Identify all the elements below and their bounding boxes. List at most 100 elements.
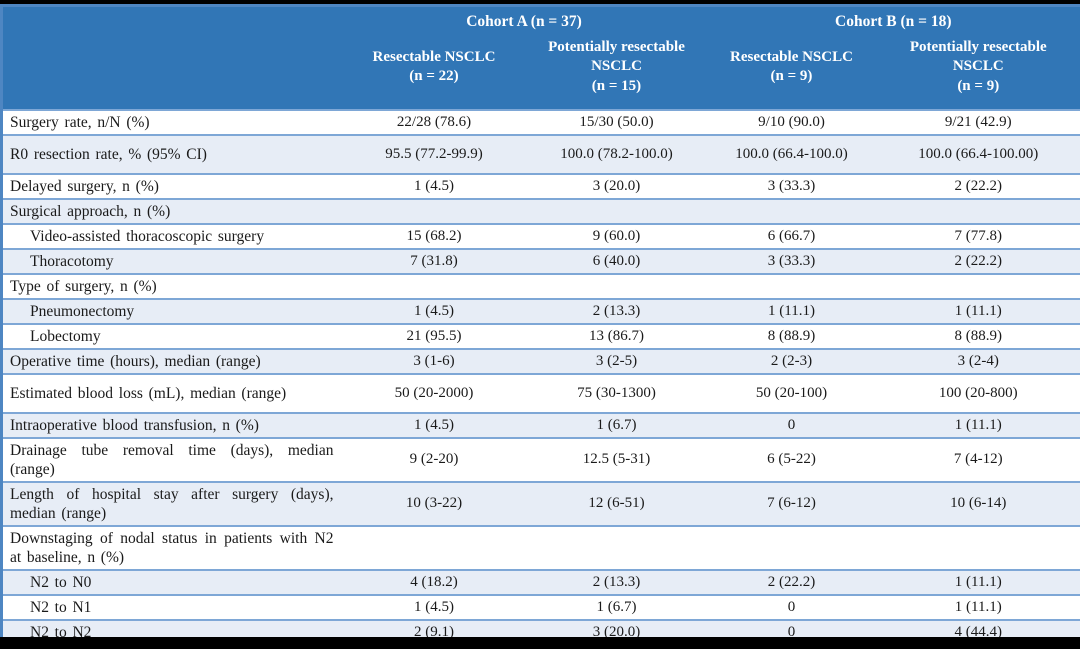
cell-value: 10 (3-22) — [405, 495, 463, 511]
top-border-bar — [0, 0, 1080, 4]
column-title: Resectable NSCLC — [730, 48, 853, 65]
cell-value: 0 — [787, 416, 796, 433]
cell-value — [877, 274, 1080, 299]
row-label: Type of surgery, n (%) — [10, 277, 157, 295]
table-row: N2 to N2 2 (9.1) 3 (20.0) 0 4 (44.4) — [1, 619, 1080, 638]
cell-value: 12 (6-51) — [588, 495, 645, 511]
cell-value — [527, 526, 707, 570]
cell-value: 50 (20-2000) — [394, 384, 474, 401]
cell-value: 7 (4-12) — [953, 451, 1003, 467]
cell-value: 95.5 (77.2-99.9) — [385, 145, 483, 162]
table-row: Lobectomy 21 (95.5) 13 (86.7) 8 (88.9) 8 (88… — [1, 323, 1080, 349]
cell-value: 0 — [787, 598, 796, 615]
cell-value: 2 (22.2) — [954, 177, 1003, 194]
cell-value: 50 (20-100) — [755, 384, 828, 401]
row-label: Thoracotomy — [30, 252, 114, 270]
cell-value: 9/10 (90.0) — [758, 113, 825, 130]
cell-value: 3 (2-4) — [957, 352, 999, 369]
cell-value: 8 (88.9) — [954, 327, 1003, 344]
cell-value: 100.0 (66.4-100.0) — [735, 145, 848, 162]
table-row: N2 to N1 1 (4.5) 1 (6.7) 0 1 (11.1) — [1, 594, 1080, 620]
cell-value: 21 (95.5) — [406, 327, 462, 344]
row-label: Lobectomy — [30, 327, 101, 345]
table-row: N2 to N0 4 (18.2) 2 (13.3) 2 (22.2) 1 (11.1) — [1, 569, 1080, 595]
table-row: Type of surgery, n (%) — [1, 273, 1080, 299]
cell-value: 3 (20.0) — [592, 623, 641, 638]
column-n: (n = 22) — [409, 68, 459, 84]
bottom-border-bar — [0, 637, 1080, 649]
column-header-potentially-resectable-b: Potentially resectable NSCLC (n = 9) — [876, 33, 1080, 110]
cell-value — [342, 274, 527, 299]
row-label: R0 resection rate, % (95% CI) — [10, 145, 207, 163]
cell-value: 7 (77.8) — [954, 227, 1003, 244]
cell-value — [877, 526, 1080, 570]
cell-value — [877, 199, 1080, 224]
cell-value: 12.5 (5-31) — [582, 451, 651, 467]
table-row: Pneumonectomy 1 (4.5) 2 (13.3) 1 (11.1) 1 (1… — [1, 298, 1080, 324]
cell-value: 100 (20-800) — [938, 384, 1018, 401]
table-row: Length of hospital stay after surgery (d… — [1, 481, 1080, 526]
cell-value: 75 (30-1300) — [577, 384, 656, 401]
cell-value: 6 (40.0) — [592, 252, 641, 269]
subcolumn-header-row: Resectable NSCLC (n = 22) Potentially re… — [1, 33, 1080, 110]
table-row: Surgical approach, n (%) — [1, 198, 1080, 224]
column-n: (n = 9) — [957, 77, 1000, 94]
cell-value: 3 (20.0) — [592, 177, 641, 194]
row-label: Estimated blood loss (mL), median (range… — [10, 384, 287, 402]
table-row: Operative time (hours), median (range) 3 … — [1, 348, 1080, 374]
row-label: Length of hospital stay after surgery (d… — [10, 485, 334, 522]
cell-value — [527, 274, 707, 299]
cell-value: 15/30 (50.0) — [579, 113, 654, 130]
cohort-group-row: Cohort A (n = 37) Cohort B (n = 18) — [1, 5, 1080, 34]
table-row: Surgery rate, n/N (%) 22/28 (78.6) 15/30 (… — [1, 109, 1080, 135]
table-row: Downstaging of nodal status in patients … — [1, 525, 1080, 570]
cell-value: 100.0 (78.2-100.0) — [560, 145, 673, 162]
cell-value: 2 (2-3) — [770, 352, 813, 369]
cell-value: 1 (4.5) — [414, 302, 454, 319]
table-row: Thoracotomy 7 (31.8) 6 (40.0) 3 (33.3) 2 (22… — [1, 248, 1080, 274]
table-header: Cohort A (n = 37) Cohort B (n = 18) Rese… — [1, 5, 1080, 110]
cell-value: 1 (6.7) — [596, 416, 637, 433]
cell-value: 6 (66.7) — [767, 227, 816, 244]
column-title: Resectable NSCLC — [372, 48, 496, 65]
table-row: R0 resection rate, % (95% CI) 95.5 (77.2-… — [1, 134, 1080, 174]
cell-value: 1 (4.5) — [414, 416, 454, 433]
row-label: Video-assisted thoracoscopic surgery — [30, 227, 265, 245]
table-row: Estimated blood loss (mL), median (range… — [1, 373, 1080, 413]
row-label: Intraoperative blood transfusion, n (%) — [10, 416, 259, 434]
cell-value: 7 (6-12) — [767, 495, 816, 511]
cell-value: 2 (22.2) — [954, 252, 1003, 269]
row-label: Pneumonectomy — [30, 302, 135, 320]
cell-value: 1 (11.1) — [954, 598, 1002, 615]
cell-value: 8 (88.9) — [767, 327, 816, 344]
cell-value: 9/21 (42.9) — [944, 113, 1012, 130]
column-title: Potentially resectable NSCLC — [909, 38, 1047, 75]
stub-cell — [1, 33, 342, 110]
cell-value: 4 (18.2) — [410, 573, 458, 590]
cell-value: 1 (11.1) — [954, 573, 1002, 590]
table-row: Drainage tube removal time (days), media… — [1, 437, 1080, 482]
column-n: (n = 9) — [770, 68, 813, 84]
cell-value: 1 (11.1) — [768, 302, 815, 319]
cell-value: 0 — [787, 623, 796, 638]
cell-value — [707, 274, 877, 299]
cell-value: 2 (13.3) — [592, 573, 641, 590]
table-row: Intraoperative blood transfusion, n (%) 1… — [1, 412, 1080, 438]
cell-value — [707, 526, 877, 570]
column-header-resectable-b: Resectable NSCLC (n = 9) — [706, 33, 877, 110]
cell-value: 1 (4.5) — [414, 598, 454, 615]
cell-value: 1 (6.7) — [596, 598, 637, 615]
surgical-outcomes-table: Cohort A (n = 37) Cohort B (n = 18) Rese… — [0, 4, 1080, 637]
cohort-a-header: Cohort A (n = 37) — [341, 5, 707, 34]
row-label: N2 to N2 — [30, 623, 92, 638]
table-container: Cohort A (n = 37) Cohort B (n = 18) Rese… — [0, 4, 1080, 637]
column-header-potentially-resectable-a: Potentially resectable NSCLC (n = 15) — [526, 33, 707, 110]
column-n: (n = 15) — [591, 77, 642, 94]
row-label: N2 to N0 — [30, 573, 92, 591]
table-body: Surgery rate, n/N (%) 22/28 (78.6) 15/30 (… — [1, 109, 1080, 638]
row-label: Drainage tube removal time (days), media… — [10, 441, 334, 478]
cell-value: 3 (33.3) — [767, 252, 816, 269]
row-label: Downstaging of nodal status in patients … — [10, 529, 334, 566]
cell-value: 9 (2-20) — [409, 451, 459, 467]
